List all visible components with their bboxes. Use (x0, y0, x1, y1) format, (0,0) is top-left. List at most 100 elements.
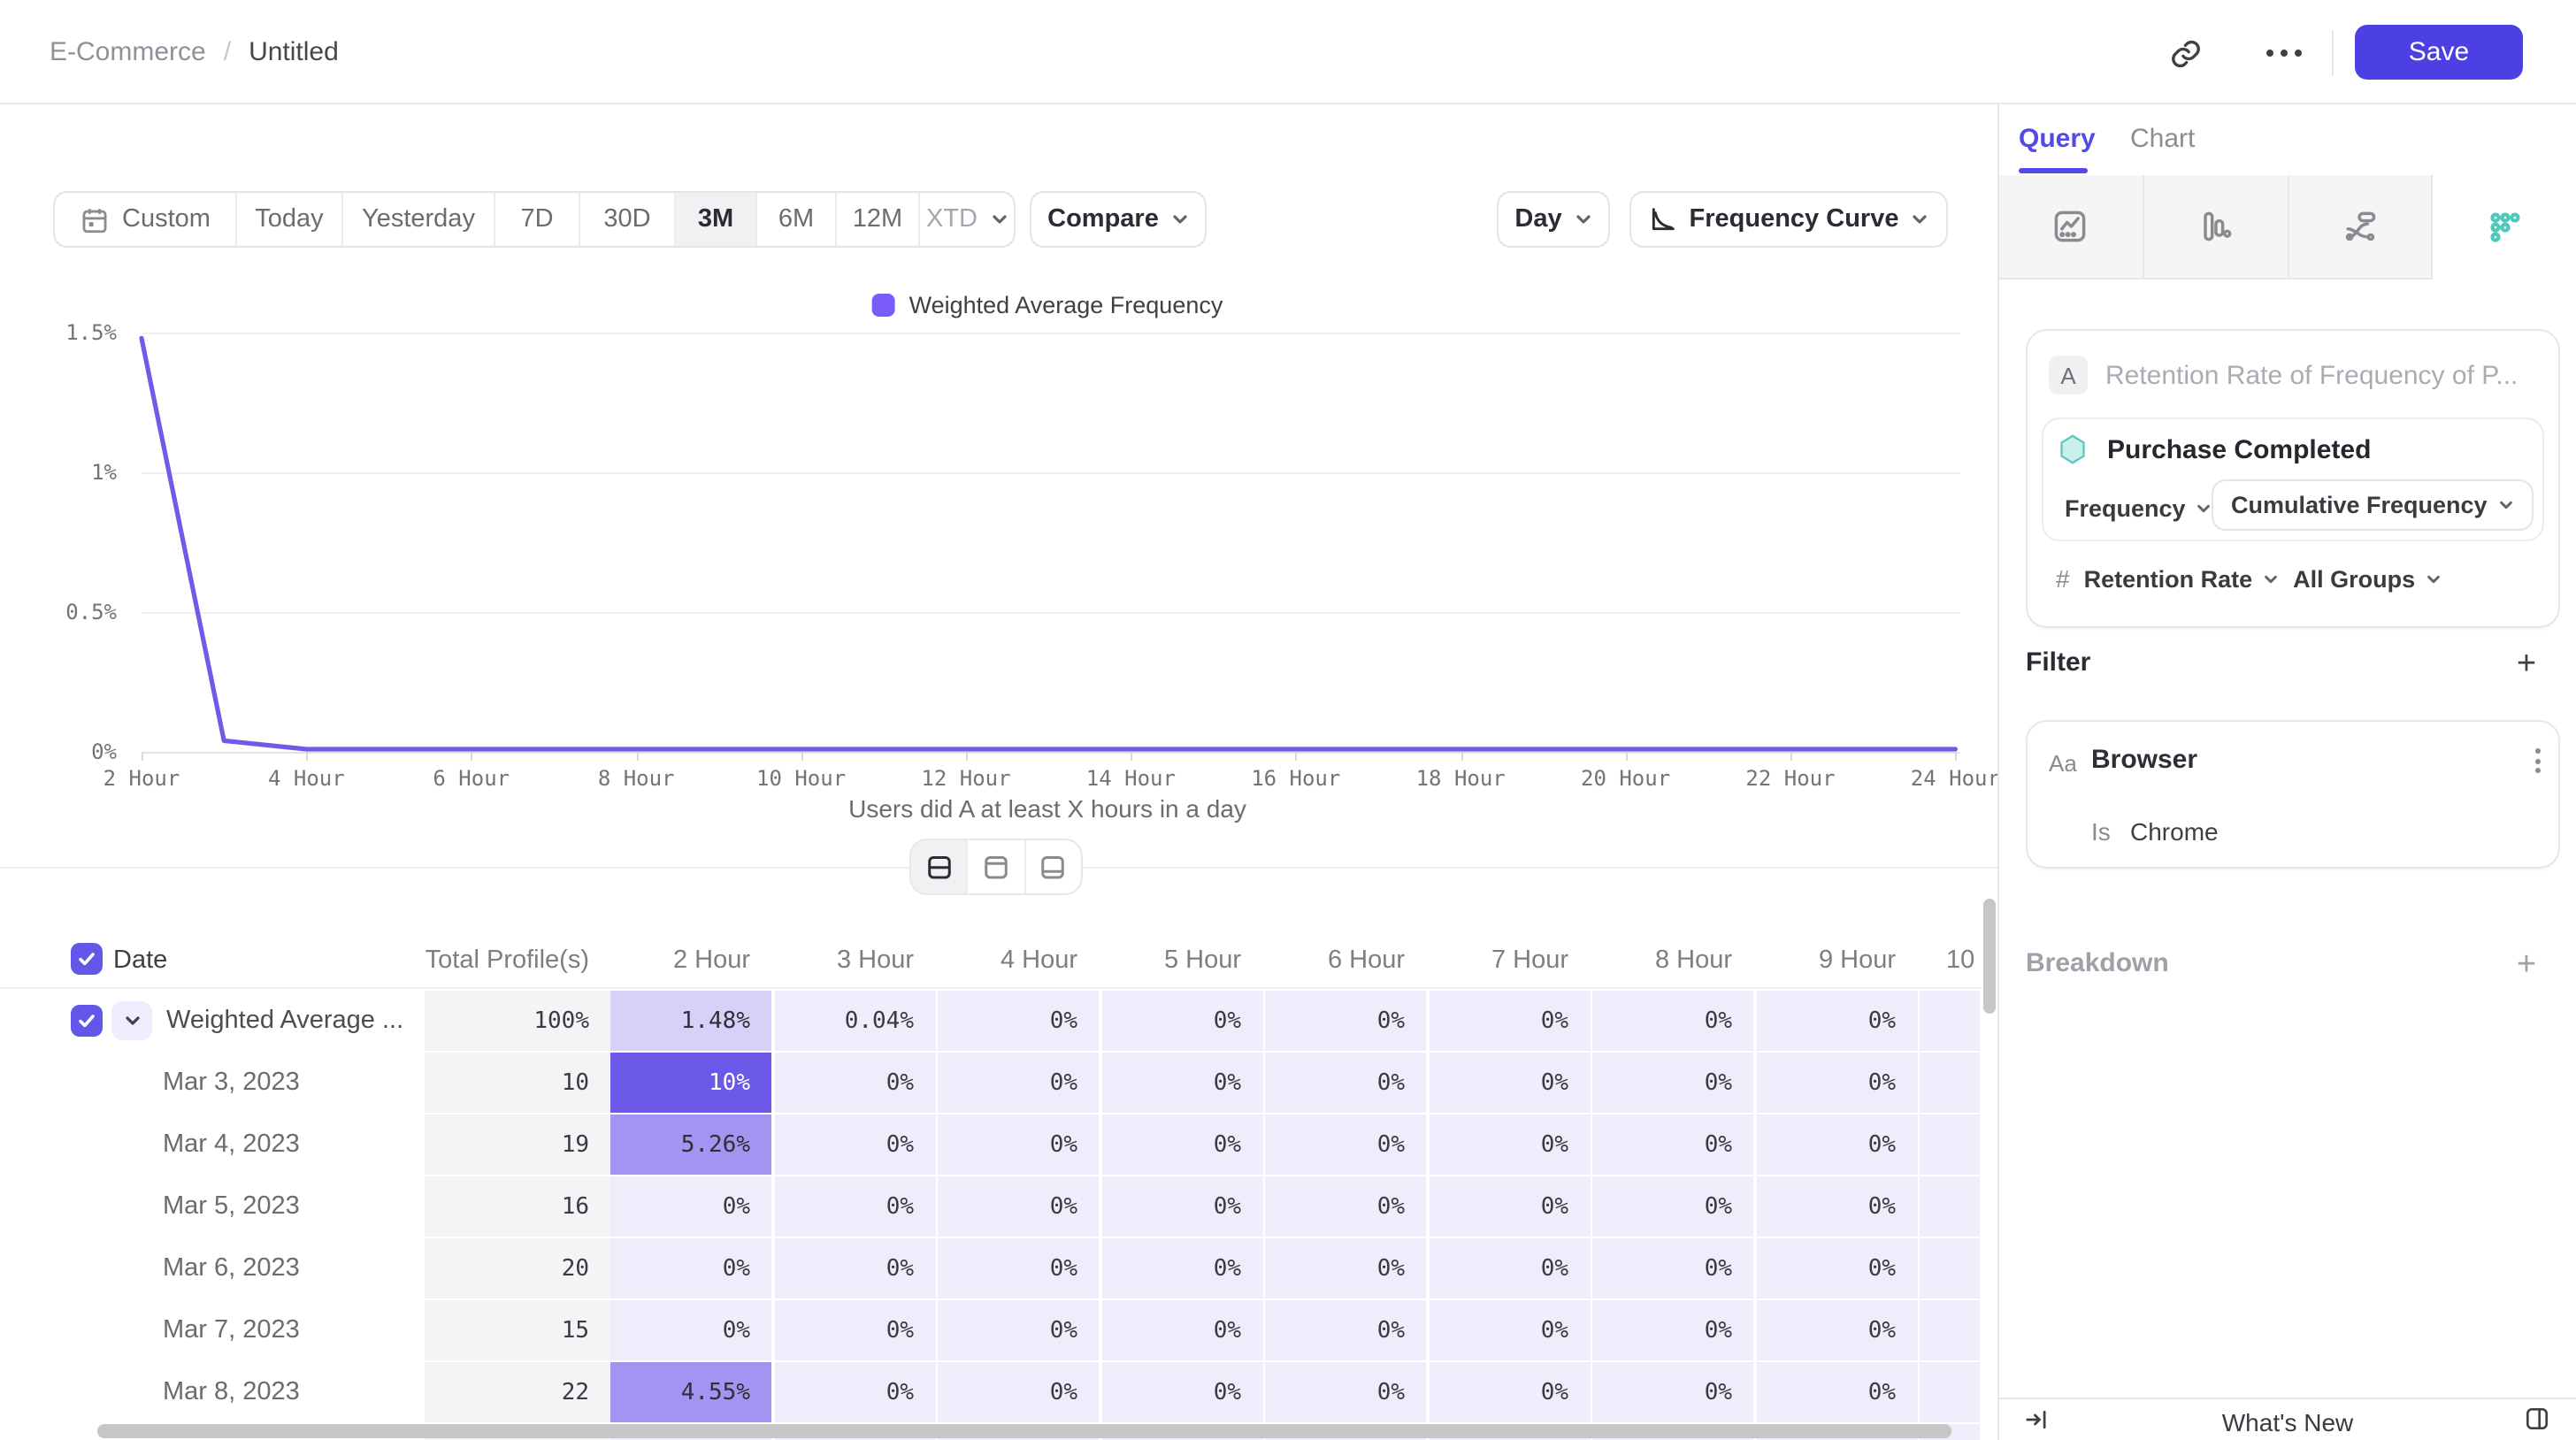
layout-table-only-button[interactable] (1024, 840, 1081, 893)
chevron-down-icon (1911, 211, 1928, 228)
cell-value: 0% (1429, 1176, 1590, 1237)
tab-flows[interactable] (2287, 175, 2432, 280)
x-axis-tick (801, 752, 803, 761)
more-actions-button[interactable] (2261, 30, 2307, 76)
frequency-curve-icon (1649, 205, 1677, 234)
series-title-input[interactable]: Retention Rate of Frequency of P... (2105, 361, 2518, 391)
cell-total: 15 (425, 1300, 610, 1360)
cell-value: 1.48% (610, 991, 771, 1051)
panel-bottom-bar: What's New (1999, 1398, 2576, 1440)
x-axis-tick (636, 752, 639, 761)
table-header-divider (0, 987, 1982, 989)
column-header-hour: 7 Hour (1491, 946, 1568, 975)
range-6m[interactable]: 6M (755, 193, 835, 246)
filter-operator[interactable]: Is (2091, 817, 2111, 846)
row-checkbox[interactable] (71, 1005, 103, 1037)
cell-value: 0.04% (774, 991, 935, 1051)
breadcrumb-separator: / (223, 37, 232, 67)
layout-toggle (909, 839, 1083, 895)
filter-property[interactable]: Browser (2091, 745, 2198, 775)
cell-value: 0% (774, 1114, 935, 1175)
x-axis-tick-label: 10 Hour (756, 766, 847, 791)
frequency-dropdown[interactable]: Frequency (2058, 483, 2220, 532)
filter-kebab-menu[interactable] (2523, 745, 2551, 777)
layout-split-view-button[interactable] (911, 840, 967, 893)
x-axis-tick-label: 20 Hour (1581, 766, 1671, 791)
range-label: 12M (852, 205, 903, 234)
compare-button[interactable]: Compare (1030, 191, 1207, 248)
split-panel-button[interactable] (2523, 1405, 2551, 1433)
range-today[interactable]: Today (235, 193, 341, 246)
x-axis-tick (1295, 752, 1298, 761)
cell-value: 5.26% (610, 1114, 771, 1175)
cell-value: 0% (610, 1176, 771, 1237)
cell-value: 0% (1265, 1114, 1426, 1175)
layout-chart-only-button[interactable] (966, 840, 1024, 893)
flows-icon (2341, 207, 2380, 246)
column-header-hour: 3 Hour (836, 946, 914, 975)
column-header-hour: 8 Hour (1654, 946, 1732, 975)
groups-label: All Groups (2293, 565, 2416, 592)
add-filter-button[interactable]: + (2516, 646, 2537, 683)
x-axis-tick (1460, 752, 1463, 761)
table-bottom-icon (1038, 851, 1070, 883)
range-xtd[interactable]: XTD (918, 193, 1014, 246)
collapse-panel-button[interactable] (2024, 1406, 2051, 1433)
x-axis-tick (1625, 752, 1628, 761)
cell-total: 10 (425, 1053, 610, 1113)
filter-value[interactable]: Chrome (2130, 816, 2219, 845)
tab-query[interactable]: Query (2019, 124, 2096, 154)
insights-line-icon (2051, 207, 2090, 246)
legend-item[interactable]: Weighted Average Frequency (871, 292, 1223, 318)
chevron-down-icon (2498, 497, 2514, 513)
cell-value: 0% (1756, 991, 1917, 1051)
tab-retention[interactable] (2431, 175, 2576, 280)
column-header-hour: 4 Hour (1000, 946, 1077, 975)
row-date: Mar 4, 2023 (163, 1130, 300, 1159)
cell-value: 0% (1429, 1362, 1590, 1422)
vertical-scrollbar[interactable] (1982, 899, 1996, 1014)
range-3m[interactable]: 3M (674, 193, 755, 246)
range-custom[interactable]: Custom (55, 193, 235, 246)
cell-total: 16 (425, 1176, 610, 1237)
cell-value: 0% (938, 1114, 1099, 1175)
add-breakdown-button[interactable]: + (2516, 946, 2537, 984)
x-axis-tick-label: 22 Hour (1745, 766, 1836, 791)
tab-chart[interactable]: Chart (2130, 124, 2196, 154)
retention-dots-icon (2485, 208, 2524, 247)
x-axis-tick (1790, 752, 1792, 761)
frequency-type-dropdown[interactable]: Cumulative Frequency (2212, 479, 2534, 531)
y-axis-tick-label: 1.5% (65, 320, 117, 345)
range-label: XTD (926, 205, 978, 234)
cell-value: 0% (1429, 1053, 1590, 1113)
tab-funnels[interactable] (2142, 175, 2287, 280)
groups-dropdown[interactable]: All Groups (2293, 565, 2442, 592)
event-selector[interactable]: Purchase Completed (2058, 433, 2371, 465)
measure-label: Retention Rate (2083, 565, 2253, 592)
report-title[interactable]: Untitled (249, 37, 339, 67)
save-button[interactable]: Save (2355, 25, 2523, 80)
measure-dropdown[interactable]: Retention Rate (2084, 565, 2280, 592)
tab-insights[interactable] (1999, 175, 2143, 280)
range-7d[interactable]: 7D (494, 193, 579, 246)
cell-value: 0% (1756, 1053, 1917, 1113)
whats-new-link[interactable]: What's New (2221, 1408, 2354, 1436)
cell-value: 0% (774, 1053, 935, 1113)
copy-link-button[interactable] (2162, 30, 2208, 76)
cell-value: 0% (774, 1362, 935, 1422)
filter-card: Aa Browser Is Chrome (2026, 720, 2560, 869)
breadcrumb-board-link[interactable]: E-Commerce (50, 37, 206, 67)
range-yesterday[interactable]: Yesterday (341, 193, 494, 246)
row-expander[interactable] (111, 1001, 152, 1040)
cell-value: 0% (1429, 991, 1590, 1051)
frequency-label: Frequency (2065, 494, 2186, 521)
range-30d[interactable]: 30D (579, 193, 674, 246)
range-12m[interactable]: 12M (835, 193, 918, 246)
select-all-checkbox[interactable] (71, 943, 103, 975)
column-header-hour: 9 Hour (1818, 946, 1896, 975)
frequency-type-label: Cumulative Frequency (2231, 492, 2488, 518)
horizontal-scrollbar[interactable] (97, 1424, 1951, 1437)
granularity-dropdown[interactable]: Day (1497, 191, 1610, 248)
x-axis-tick-label: 12 Hour (921, 766, 1011, 791)
chart-style-dropdown[interactable]: Frequency Curve (1629, 191, 1948, 248)
